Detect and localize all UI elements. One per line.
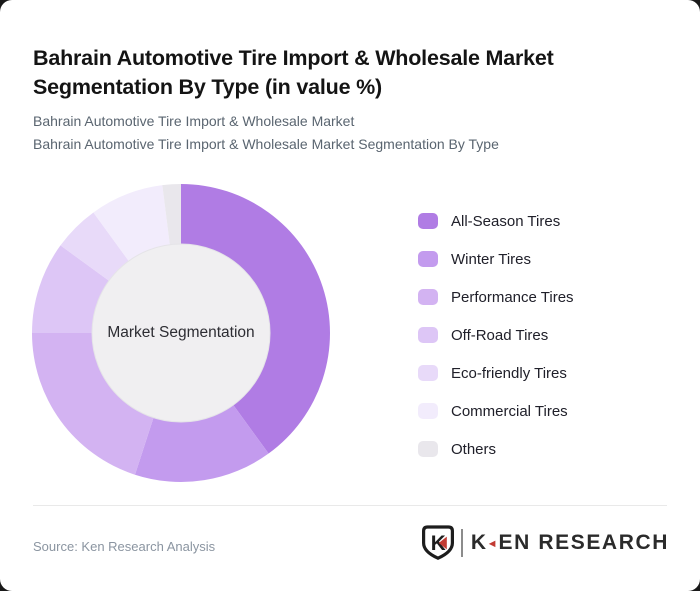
page-title: Bahrain Automotive Tire Import & Wholesa… [33, 46, 554, 100]
logo-text-rest: EN RESEARCH [498, 531, 669, 554]
source-text: Source: Ken Research Analysis [33, 539, 216, 554]
legend-swatch [418, 365, 438, 381]
donut-slice-others [162, 184, 181, 245]
subtitle: Bahrain Automotive Tire Import & Wholesa… [33, 110, 678, 155]
donut-slice-commercial-tires [93, 185, 170, 261]
donut-slice-winter-tires [134, 405, 269, 482]
logo-divider [460, 529, 463, 557]
legend-label: All-Season Tires [451, 212, 561, 230]
legend-swatch [418, 251, 438, 267]
legend-item-eco-friendly-tires: Eco-friendly Tires [418, 354, 574, 392]
legend-label: Winter Tires [451, 250, 532, 268]
legend-label: Off-Road Tires [451, 326, 549, 344]
legend-item-all-season-tires: All-Season Tires [418, 202, 574, 240]
logo-red-triangle-icon: ◄ [486, 538, 498, 550]
legend-item-commercial-tires: Commercial Tires [418, 392, 574, 430]
subtitle-line-1: Bahrain Automotive Tire Import & Wholesa… [33, 113, 355, 129]
ken-research-logo: K K ◄ EN RESEARCH [421, 524, 669, 562]
legend-item-winter-tires: Winter Tires [418, 240, 574, 278]
legend-swatch [418, 213, 438, 229]
legend-item-performance-tires: Performance Tires [418, 278, 574, 316]
legend-item-others: Others [418, 430, 574, 468]
donut-slice-eco-friendly-tires [60, 212, 129, 281]
donut-slice-performance-tires [32, 333, 154, 475]
legend-label: Performance Tires [451, 288, 574, 306]
legend-label: Others [451, 440, 497, 458]
legend-swatch [418, 441, 438, 457]
donut-slice-all-season-tires [181, 184, 330, 454]
donut-chart [32, 184, 330, 482]
legend-swatch [418, 403, 438, 419]
donut-chart-container: Market Segmentation [31, 183, 331, 483]
legend: All-Season Tires Winter Tires Performance … [418, 202, 574, 468]
legend-label: Eco-friendly Tires [451, 364, 567, 382]
logo-text-k: K [470, 531, 488, 554]
legend-swatch [418, 327, 438, 343]
legend-label: Commercial Tires [451, 402, 568, 420]
subtitle-line-2: Bahrain Automotive Tire Import & Wholesa… [33, 135, 499, 152]
donut-hole [91, 243, 271, 423]
legend-swatch [418, 289, 438, 305]
logo-shield-icon: K [421, 525, 454, 560]
footer-divider [33, 505, 667, 506]
logo-text: K ◄ EN RESEARCH [471, 531, 669, 555]
donut-slice-off-road-tires [32, 245, 109, 333]
svg-text:K: K [431, 532, 446, 555]
legend-item-off-road-tires: Off-Road Tires [418, 316, 574, 354]
